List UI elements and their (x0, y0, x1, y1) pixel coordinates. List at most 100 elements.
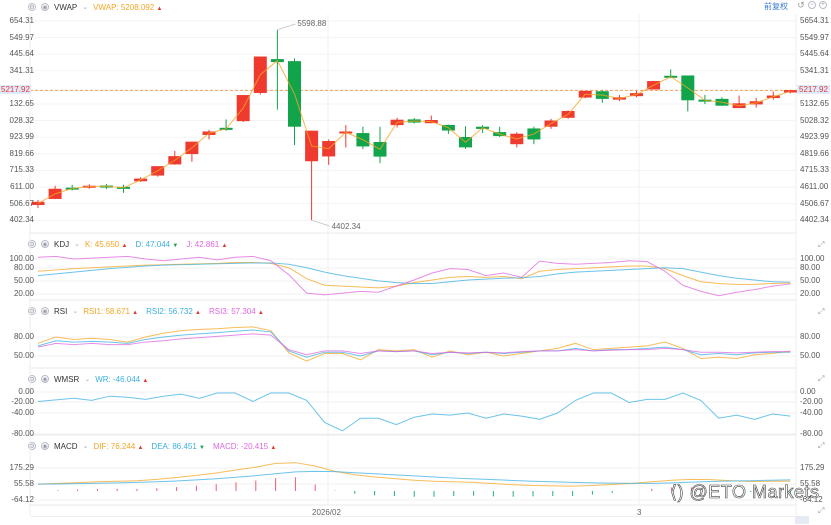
scroll-handle[interactable] (795, 516, 809, 524)
arrow-up-icon: ▲ (156, 5, 163, 12)
expand-icon[interactable]: ⤢ (818, 307, 825, 316)
arrow-up-icon: ▲ (132, 309, 139, 316)
y-axis-label: -40.00 (800, 408, 823, 417)
y-axis-label: 55.58 (13, 479, 34, 488)
y-axis-label: 654.31 (9, 16, 34, 25)
y-axis-label: 20.00 (800, 289, 821, 298)
indicator-value: RSI1: 58.671 ▲ (83, 306, 139, 316)
time-scrollbar[interactable] (30, 516, 795, 525)
y-axis-label: -64.12 (800, 495, 823, 504)
settings-icon[interactable]: ⚙ (28, 442, 36, 450)
arrow-up-icon: ▲ (142, 377, 149, 384)
y-axis-label: -80.00 (800, 429, 823, 438)
y-axis-label: 506.67 (9, 198, 34, 208)
wmsr-header: ⚙ ◉ WMSR ⌄ WR: -46.044 ▲ (28, 372, 148, 386)
y-axis-label: 80.00 (800, 332, 821, 341)
y-axis-label: 4506.67 (800, 198, 829, 208)
y-axis-label: 50.00 (13, 351, 34, 360)
y-axis-label: 100.00 (800, 254, 825, 263)
current-price-tag-right: 5217.92 (797, 85, 830, 94)
y-axis-label: 5654.31 (800, 16, 829, 25)
y-axis-label: -20.00 (11, 397, 34, 406)
settings-icon[interactable]: ⚙ (28, 240, 36, 248)
visibility-icon[interactable]: ◉ (41, 375, 49, 383)
adjust-price-link[interactable]: 前复权 (764, 2, 788, 11)
y-axis-label: 20.00 (13, 289, 34, 298)
extreme-label: 5598.88 (297, 19, 326, 28)
indicator-values: VWAP: 5208.092 ▲ (93, 3, 162, 12)
y-axis-label: 445.64 (9, 49, 34, 59)
indicator-name[interactable]: MACD (54, 441, 78, 451)
y-axis-label: 819.66 (9, 148, 34, 158)
settings-icon[interactable]: ⚙ (28, 307, 36, 315)
zoom-out-icon[interactable]: − (808, 1, 816, 9)
indicator-value: WR: -46.044 ▲ (95, 374, 149, 384)
chevron-down-icon[interactable]: ⌄ (82, 443, 89, 450)
y-axis-label: 5549.97 (800, 32, 829, 42)
zoom-in-icon[interactable]: + (819, 1, 827, 9)
extreme-label: 4402.34 (332, 222, 361, 231)
rsi-header: ⚙ ◉ RSI ⌄ RSI1: 58.671 ▲ RSI2: 56.732 ▲ RS… (28, 304, 264, 318)
arrow-up-icon: ▲ (137, 444, 144, 451)
y-axis-label: 611.00 (10, 182, 34, 191)
y-axis-label: 175.29 (800, 463, 825, 472)
expand-icon[interactable]: ⤢ (818, 441, 825, 450)
indicator-value: D: 47.044 ▼ (135, 239, 179, 249)
y-axis-label: 5132.65 (800, 99, 829, 108)
indicator-value: K: 45.650 ▲ (85, 239, 128, 249)
indicator-value: RSI3: 57.304 ▲ (208, 306, 264, 316)
arrow-down-icon: ▼ (172, 242, 179, 249)
visibility-icon[interactable]: ◉ (41, 240, 49, 248)
y-axis-label: 4819.66 (800, 148, 829, 158)
visibility-icon[interactable]: ◉ (41, 3, 49, 11)
indicator-values: K: 45.650 ▲ D: 47.044 ▼ J: 42.861 ▲ (85, 240, 227, 249)
indicator-name[interactable]: WMSR (54, 374, 80, 384)
undo-icon[interactable]: ↺ (797, 0, 805, 10)
expand-icon[interactable]: ⤢ (818, 374, 825, 383)
indicator-name[interactable]: RSI (54, 306, 68, 316)
indicator-values: DIF: 76.244 ▲ DEA: 86.451 ▼ MACD: -20.415 … (93, 442, 276, 451)
y-axis-label: 80.00 (13, 263, 34, 272)
macd-header: ⚙ ◉ MACD ⌄ DIF: 76.244 ▲ DEA: 86.451 ▼ MAC… (28, 439, 276, 453)
chevron-down-icon[interactable]: ⌄ (74, 241, 80, 248)
indicator-value: DEA: 86.451 ▼ (151, 441, 205, 451)
settings-icon[interactable]: ⚙ (28, 3, 36, 11)
indicator-values: WR: -46.044 ▲ (95, 375, 148, 384)
y-axis-label: 4715.33 (800, 165, 829, 175)
y-axis-label: 55.58 (800, 479, 821, 488)
watermark: ⟨) @ETO Markets (670, 482, 820, 503)
y-axis-label: 4611.00 (800, 182, 829, 191)
y-axis-label: 132.65 (9, 99, 34, 108)
indicator-value: J: 42.861 ▲ (186, 239, 228, 249)
indicator-name[interactable]: KDJ (54, 239, 70, 249)
y-axis-label: 80.00 (800, 263, 821, 272)
x-axis-label: 2026/02 (312, 508, 341, 517)
y-axis-label: 5028.32 (800, 115, 829, 125)
arrow-up-icon: ▲ (195, 309, 201, 316)
y-axis-label: 50.00 (800, 351, 821, 360)
x-axis-label: 3 (637, 508, 642, 517)
y-axis-label: 341.31 (9, 65, 34, 75)
y-axis-label: 5445.64 (800, 49, 829, 59)
visibility-icon[interactable]: ◉ (41, 442, 49, 450)
arrow-up-icon: ▲ (221, 242, 228, 249)
expand-icon[interactable]: ⤢ (818, 506, 825, 515)
chevron-down-icon[interactable]: ⌄ (72, 308, 79, 315)
expand-icon[interactable]: ⤢ (818, 240, 825, 249)
arrow-up-icon: ▲ (121, 242, 128, 249)
y-axis-label: 715.33 (9, 165, 34, 175)
chevron-down-icon[interactable]: ⌄ (84, 376, 91, 383)
visibility-icon[interactable]: ◉ (41, 307, 49, 315)
indicator-name[interactable]: VWAP (54, 2, 78, 12)
indicator-value: MACD: -20.415 ▲ (212, 441, 277, 451)
y-axis-label: 549.97 (9, 32, 34, 42)
indicator-value: VWAP: 5208.092 ▲ (93, 2, 163, 12)
indicator-values: RSI1: 58.671 ▲ RSI2: 56.732 ▲ RSI3: 57.304… (83, 307, 264, 316)
y-axis-label: 80.00 (13, 332, 34, 341)
y-axis-label: 4402.34 (800, 215, 829, 225)
y-axis-label: 50.00 (800, 276, 821, 285)
chevron-down-icon[interactable]: ⌄ (82, 4, 89, 11)
y-axis-label: 4923.99 (800, 132, 829, 142)
settings-icon[interactable]: ⚙ (28, 375, 36, 383)
